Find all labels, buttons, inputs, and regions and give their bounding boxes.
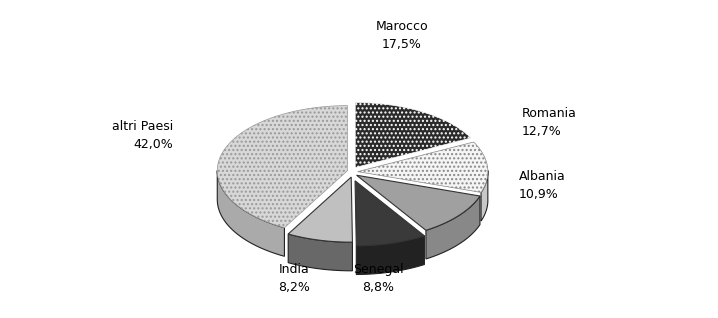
Text: Senegal
8,8%: Senegal 8,8% (353, 263, 404, 294)
Text: Albania
10,9%: Albania 10,9% (519, 169, 566, 201)
Polygon shape (355, 181, 424, 246)
Polygon shape (356, 236, 424, 274)
Polygon shape (481, 170, 488, 221)
Polygon shape (358, 142, 488, 192)
Polygon shape (357, 175, 480, 230)
Polygon shape (355, 102, 471, 168)
Text: altri Paesi
42,0%: altri Paesi 42,0% (111, 120, 173, 151)
Text: Marocco
17,5%: Marocco 17,5% (376, 20, 428, 51)
Polygon shape (288, 234, 353, 271)
Polygon shape (288, 177, 353, 242)
Polygon shape (218, 106, 348, 228)
Polygon shape (426, 196, 480, 259)
Text: Romania
12,7%: Romania 12,7% (522, 107, 577, 138)
Text: India
8,2%: India 8,2% (278, 263, 310, 294)
Polygon shape (218, 170, 284, 256)
